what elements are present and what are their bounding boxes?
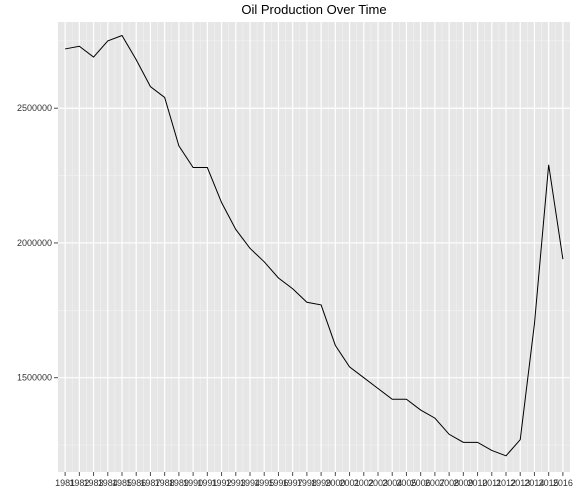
y-axis: 1500000 2000000 2500000 (17, 103, 58, 382)
y-tick-label: 1500000 (17, 373, 52, 383)
chart-title: Oil Production Over Time (241, 2, 386, 17)
x-axis: 1981198219831984198519861987198819891990… (55, 472, 573, 488)
y-tick-label: 2500000 (17, 103, 52, 113)
y-tick-label: 2000000 (17, 238, 52, 248)
x-tick-label: 2016 (553, 478, 573, 488)
chart-container: Oil Production Over Time 198119821983198… (0, 0, 576, 504)
line-chart: Oil Production Over Time 198119821983198… (0, 0, 576, 504)
